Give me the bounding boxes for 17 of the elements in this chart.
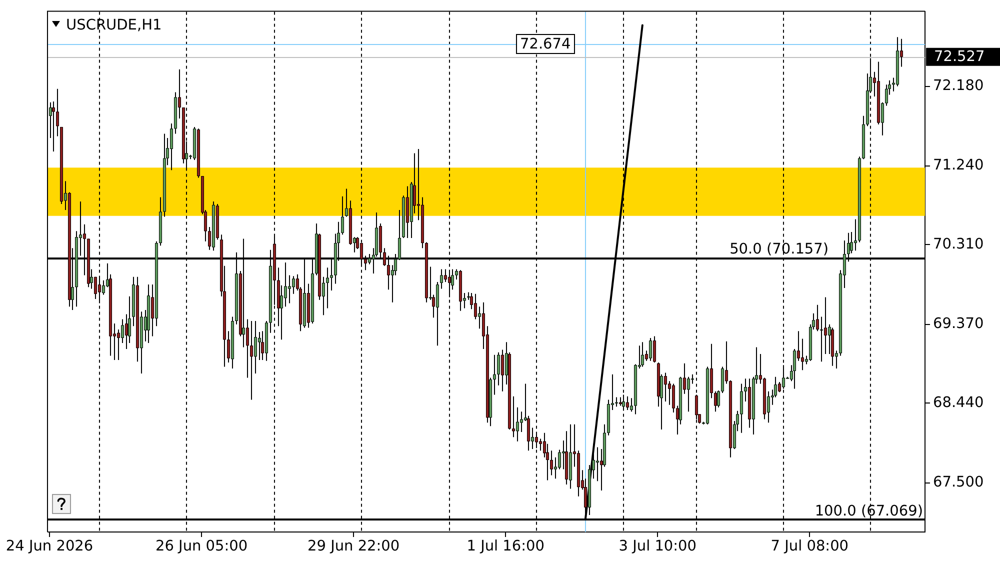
ref-line-label: 72.527 <box>934 49 985 66</box>
ref-line-label: 72.674 <box>520 36 571 53</box>
y-tick-label: 71.240 <box>933 158 984 174</box>
y-tick-label: 70.310 <box>933 236 984 252</box>
x-tick-label: 24 Jun 2026 <box>6 538 94 554</box>
ref-line-label: 50.0 (70.157) <box>730 242 829 258</box>
y-tick-label: 68.440 <box>933 394 984 411</box>
x-tick-label: 29 Jun 22:00 <box>308 538 400 554</box>
y-tick-label: 69.370 <box>933 316 984 332</box>
ref-line-label: 100.0 (67.069) <box>814 503 923 520</box>
x-tick-label: 3 Jul 10:00 <box>618 538 696 554</box>
x-tick-label: 7 Jul 08:00 <box>770 538 849 554</box>
y-tick-label: 72.180 <box>933 78 984 94</box>
y-tick-label: 67.500 <box>933 474 984 491</box>
x-tick-label: 26 Jun 05:00 <box>155 538 248 554</box>
chart-title: USCRUDE,H1 <box>66 18 162 34</box>
x-tick-label: 1 Jul 16:00 <box>466 538 544 554</box>
